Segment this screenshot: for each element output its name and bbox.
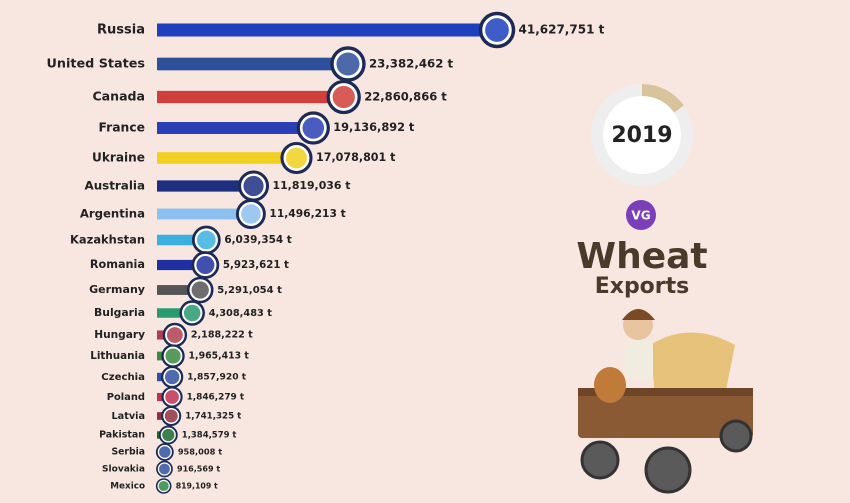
category-label: Slovakia bbox=[102, 465, 145, 475]
category-label: Poland bbox=[107, 392, 145, 403]
category-label: Czechia bbox=[101, 372, 145, 383]
category-label: Kazakhstan bbox=[70, 233, 145, 247]
bar bbox=[157, 234, 207, 246]
flag-fill bbox=[302, 117, 325, 139]
flag-fill bbox=[286, 147, 307, 169]
flag-fill bbox=[166, 327, 183, 343]
flag-fill bbox=[191, 281, 209, 299]
category-label: Ukraine bbox=[92, 151, 145, 165]
chart-subtitle: Exports bbox=[595, 274, 690, 299]
category-label: Bulgaria bbox=[94, 306, 145, 319]
flag-fill bbox=[165, 348, 181, 364]
flag-fill bbox=[196, 230, 216, 250]
bar bbox=[157, 90, 344, 104]
category-label: Hungary bbox=[94, 329, 145, 341]
flag-fill bbox=[485, 18, 509, 42]
category-label: Canada bbox=[92, 89, 145, 104]
bar bbox=[157, 23, 497, 37]
value-label: 11,496,213 t bbox=[269, 207, 345, 220]
flag-fill bbox=[243, 175, 264, 197]
category-label: Lithuania bbox=[90, 350, 145, 362]
category-label: Serbia bbox=[111, 447, 145, 458]
flag-fill bbox=[164, 369, 180, 385]
value-label: 916,569 t bbox=[177, 465, 220, 474]
flag-fill bbox=[241, 204, 261, 224]
value-label: 1,857,920 t bbox=[187, 373, 247, 383]
value-label: 6,039,354 t bbox=[224, 234, 292, 246]
value-label: 1,741,325 t bbox=[185, 412, 241, 422]
bar bbox=[157, 285, 201, 295]
category-label: Argentina bbox=[80, 207, 145, 221]
flag-fill bbox=[162, 428, 175, 442]
value-label: 5,923,621 t bbox=[223, 259, 289, 271]
value-label: 819,109 t bbox=[176, 482, 218, 491]
value-label: 1,384,579 t bbox=[182, 430, 237, 440]
value-label: 17,078,801 t bbox=[316, 151, 396, 164]
chart-title: Wheat bbox=[576, 236, 707, 277]
illustration bbox=[578, 309, 753, 494]
value-label: 1,965,413 t bbox=[189, 351, 250, 362]
category-label: Russia bbox=[97, 23, 145, 38]
category-label: Australia bbox=[85, 179, 146, 193]
bar bbox=[157, 180, 254, 192]
category-label: United States bbox=[47, 57, 145, 72]
bar bbox=[157, 122, 314, 134]
flag-fill bbox=[159, 463, 170, 475]
flag-fill bbox=[165, 390, 179, 404]
flag-fill bbox=[336, 52, 360, 76]
category-label: Mexico bbox=[110, 482, 145, 492]
value-label: 23,382,462 t bbox=[369, 57, 454, 71]
category-label: France bbox=[99, 121, 145, 135]
year-progress bbox=[641, 83, 684, 113]
bar bbox=[157, 259, 206, 271]
bar bbox=[157, 152, 297, 164]
category-label: Latvia bbox=[111, 411, 145, 422]
flag-fill bbox=[164, 409, 178, 423]
flag-fill bbox=[159, 446, 171, 458]
value-label: 19,136,892 t bbox=[333, 120, 415, 134]
value-label: 22,860,866 t bbox=[364, 90, 447, 104]
value-label: 2,188,222 t bbox=[191, 330, 253, 341]
logo-badge bbox=[626, 200, 656, 230]
value-label: 958,008 t bbox=[178, 447, 222, 457]
flag-fill bbox=[196, 256, 215, 274]
bar bbox=[157, 208, 251, 220]
category-label: Germany bbox=[89, 283, 145, 296]
value-label: 11,819,036 t bbox=[273, 179, 351, 192]
value-label: 1,846,279 t bbox=[187, 393, 245, 403]
value-label: 4,308,483 t bbox=[209, 308, 273, 319]
bar bbox=[157, 57, 348, 71]
category-label: Romania bbox=[90, 258, 145, 271]
bar bbox=[157, 308, 193, 318]
category-label: Pakistan bbox=[99, 430, 145, 441]
flag-fill bbox=[158, 480, 169, 492]
logo: VG bbox=[631, 209, 650, 223]
value-label: 41,627,751 t bbox=[519, 23, 605, 37]
flag-fill bbox=[332, 85, 355, 109]
value-label: 5,291,054 t bbox=[217, 285, 282, 296]
year: 2019 bbox=[611, 123, 672, 148]
flag-fill bbox=[183, 304, 201, 322]
